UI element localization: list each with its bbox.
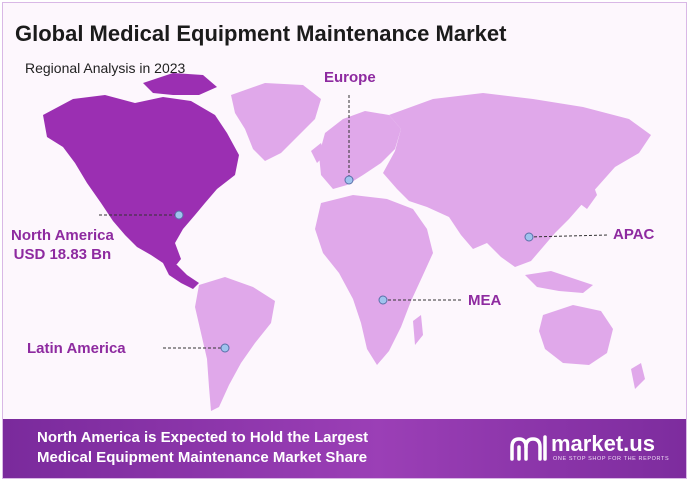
north-america-value: USD 18.83 Bn — [13, 246, 112, 263]
footer-banner: North America is Expected to Hold the La… — [3, 419, 686, 478]
arctic-islands-shape — [143, 73, 217, 95]
footer-line-1: North America is Expected to Hold the La… — [37, 429, 369, 446]
latin-america-marker — [220, 343, 230, 353]
market-us-logo-icon — [510, 435, 547, 461]
footer-text: North America is Expected to Hold the La… — [37, 428, 368, 468]
logo-tagline: ONE STOP SHOP FOR THE REPORTS — [553, 456, 670, 462]
north-america-shape — [43, 95, 239, 269]
africa-shape — [315, 195, 433, 365]
north-america-name: North America — [11, 227, 114, 244]
japan-shape — [579, 179, 597, 209]
mea-marker — [378, 295, 388, 305]
north-america-label: North America USD 18.83 Bn — [11, 226, 114, 264]
south-america-shape — [195, 277, 275, 411]
greenland-shape — [231, 83, 321, 161]
europe-shape — [319, 111, 401, 189]
new-zealand-shape — [631, 363, 645, 389]
mea-label: MEA — [468, 292, 502, 309]
world-map — [43, 73, 651, 411]
central-america-shape — [163, 263, 199, 289]
north-america-marker — [174, 210, 184, 220]
apac-marker — [524, 232, 534, 242]
uk-shape — [311, 143, 325, 163]
europe-label: Europe — [324, 69, 376, 86]
page-subtitle: Regional Analysis in 2023 — [25, 60, 186, 76]
se-asia-islands-shape — [525, 271, 593, 293]
europe-marker — [344, 175, 354, 185]
madagascar-shape — [413, 315, 423, 345]
asia-shape — [383, 93, 651, 267]
page-title: Global Medical Equipment Maintenance Mar… — [15, 21, 507, 46]
australia-shape — [539, 305, 613, 365]
latin-america-label: Latin America — [27, 340, 126, 357]
apac-label: APAC — [613, 226, 655, 243]
logo-name: market.us — [551, 431, 655, 456]
footer-line-2: Medical Equipment Maintenance Market Sha… — [37, 449, 368, 466]
apac-connector — [528, 234, 608, 238]
brand-logo: market.us ONE STOP SHOP FOR THE REPORTS — [509, 431, 669, 467]
